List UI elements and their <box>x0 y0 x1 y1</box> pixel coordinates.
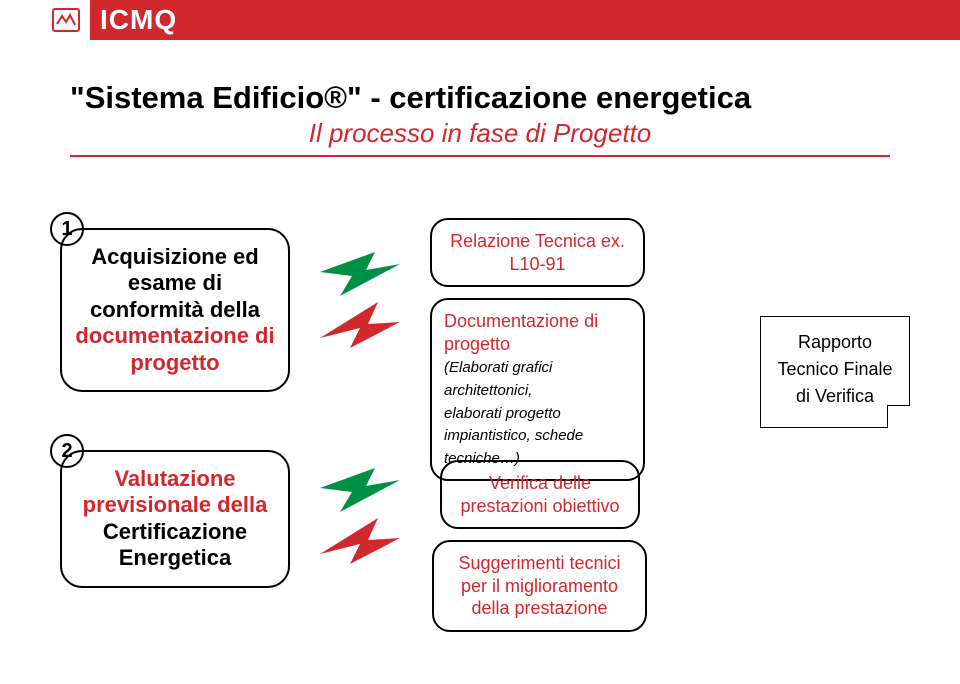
header: ICMQ <box>0 0 960 40</box>
center-box-suggerimenti: Suggerimenti tecnici per il migliorament… <box>432 540 647 632</box>
step1-line4: documentazione di <box>75 323 274 348</box>
title-rule <box>70 155 890 157</box>
step2-line4: Energetica <box>119 545 232 570</box>
c4-line1: Suggerimenti tecnici <box>458 553 620 573</box>
c4-line3: della prestazione <box>471 598 607 618</box>
step-box-2: Valutazione previsionale della Certifica… <box>60 450 290 588</box>
arrow-to-note <box>680 334 750 384</box>
c3-line2: prestazioni obiettivo <box>460 496 619 516</box>
c1-line2: L10-91 <box>509 254 565 274</box>
page-title: "Sistema Edificio®" - certificazione ene… <box>70 80 890 116</box>
note-l2: Tecnico Finale <box>777 359 892 379</box>
c1-line1: Relazione Tecnica ex. <box>450 231 625 251</box>
c4-line2: per il miglioramento <box>461 576 618 596</box>
step1-line5: progetto <box>130 350 219 375</box>
note-l3: di Verifica <box>796 386 874 406</box>
report-note: Rapporto Tecnico Finale di Verifica <box>760 316 910 428</box>
c2-line1: Documentazione di <box>444 311 598 331</box>
step1-line1: Acquisizione ed <box>91 244 258 269</box>
title-block: "Sistema Edificio®" - certificazione ene… <box>70 80 890 157</box>
step-box-1: Acquisizione ed esame di conformità dell… <box>60 228 290 392</box>
step2-line2: previsionale della <box>83 492 268 517</box>
logo-text: ICMQ <box>100 4 177 36</box>
logo-mark <box>0 0 90 40</box>
c2-line2: progetto <box>444 334 510 354</box>
c2-s1: (Elaborati grafici architettonici, <box>444 359 552 399</box>
c3-line1: Verifica delle <box>489 473 591 493</box>
c2-s3: impiantistico, schede <box>444 427 583 444</box>
center-box-relazione: Relazione Tecnica ex. L10-91 <box>430 218 645 287</box>
logo-icon <box>52 8 80 32</box>
c2-s2: elaborati progetto <box>444 405 561 422</box>
step2-line3: Certificazione <box>103 519 247 544</box>
note-l1: Rapporto <box>798 332 872 352</box>
header-banner: ICMQ <box>90 0 960 40</box>
step1-line2: esame di <box>128 270 222 295</box>
step2-line1: Valutazione <box>114 466 235 491</box>
arrow-zigzag-1 <box>320 252 410 352</box>
page-subtitle: Il processo in fase di Progetto <box>70 118 890 149</box>
arrow-zigzag-2 <box>320 468 410 568</box>
step1-line3: conformità della <box>90 297 260 322</box>
center-box-verifica: Verifica delle prestazioni obiettivo <box>440 460 640 529</box>
center-box-documentazione: Documentazione di progetto (Elaborati gr… <box>430 298 645 481</box>
